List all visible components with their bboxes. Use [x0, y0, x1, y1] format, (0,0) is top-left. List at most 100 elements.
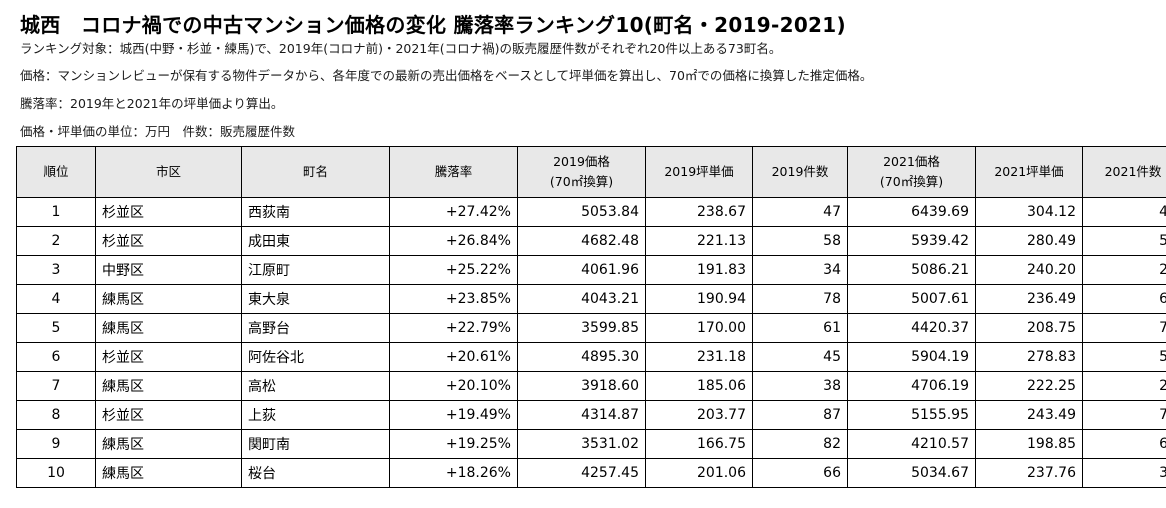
table-row: 4 練馬区 東大泉 +23.85% 4043.21 190.94 78 5007.61 236.… — [16, 284, 1166, 314]
column-header: 市区 — [95, 146, 242, 198]
rank-cell: 3 — [16, 255, 96, 285]
tsubo-2021-cell: 236.49 — [975, 284, 1083, 314]
town-cell: 関町南 — [241, 429, 390, 459]
count-2021-cell: 25 — [1082, 255, 1166, 285]
count-2019-cell: 47 — [752, 197, 848, 227]
count-2019-cell: 87 — [752, 400, 848, 430]
count-2021-cell: 54 — [1082, 342, 1166, 372]
change-rate-cell: +20.61% — [389, 342, 518, 372]
price-2019-cell: 4061.96 — [517, 255, 646, 285]
table-row: 2 杉並区 成田東 +26.84% 4682.48 221.13 58 5939.42 280.… — [16, 226, 1166, 256]
column-header-label: 2019件数 — [771, 164, 829, 179]
change-rate-cell: +23.85% — [389, 284, 518, 314]
tsubo-2021-cell: 222.25 — [975, 371, 1083, 401]
count-2021-cell: 44 — [1082, 197, 1166, 227]
change-rate-cell: +26.84% — [389, 226, 518, 256]
price-2019-cell: 3918.60 — [517, 371, 646, 401]
tsubo-2019-cell: 190.94 — [645, 284, 753, 314]
tsubo-2021-cell: 237.76 — [975, 458, 1083, 488]
count-2019-cell: 34 — [752, 255, 848, 285]
tsubo-2021-cell: 278.83 — [975, 342, 1083, 372]
price-2019-cell: 4314.87 — [517, 400, 646, 430]
table-row: 8 杉並区 上荻 +19.49% 4314.87 203.77 87 5155.95 243.4… — [16, 400, 1166, 430]
price-2021-cell: 5007.61 — [847, 284, 976, 314]
page-title: 城西 コロナ禍での中古マンション価格の変化 騰落率ランキング10(町名・2019… — [20, 13, 846, 37]
change-rate-cell: +19.49% — [389, 400, 518, 430]
price-2019-cell: 5053.84 — [517, 197, 646, 227]
price-2019-cell: 4257.45 — [517, 458, 646, 488]
column-header-label: 町名 — [302, 164, 328, 179]
tsubo-2019-cell: 203.77 — [645, 400, 753, 430]
note-target: ランキング対象：城西(中野・杉並・練馬)で、2019年(コロナ前)・2021年(… — [20, 41, 782, 56]
price-2021-cell: 6439.69 — [847, 197, 976, 227]
tsubo-2019-cell: 231.18 — [645, 342, 753, 372]
tsubo-2019-cell: 238.67 — [645, 197, 753, 227]
column-header: 2019件数 — [752, 146, 848, 198]
rank-cell: 4 — [16, 284, 96, 314]
price-2021-cell: 5086.21 — [847, 255, 976, 285]
ward-cell: 杉並区 — [95, 226, 242, 256]
count-2021-cell: 53 — [1082, 226, 1166, 256]
tsubo-2019-cell: 201.06 — [645, 458, 753, 488]
note-change-rate: 騰落率：2019年と2021年の坪単価より算出。 — [20, 96, 284, 111]
count-2021-cell: 75 — [1082, 400, 1166, 430]
column-header: 2019坪単価 — [645, 146, 753, 198]
count-2019-cell: 45 — [752, 342, 848, 372]
ranking-table: 順位 市区 町名 騰落率 2019価格 (70㎡換算) 2019坪単価 2019件数 2021価… — [16, 146, 1166, 488]
rank-cell: 5 — [16, 313, 96, 343]
town-cell: 高野台 — [241, 313, 390, 343]
town-cell: 成田東 — [241, 226, 390, 256]
column-header-sublabel: (70㎡換算) — [879, 174, 944, 189]
table-row: 10 練馬区 桜台 +18.26% 4257.45 201.06 66 5034.67 237.… — [16, 458, 1166, 488]
table-row: 1 杉並区 西荻南 +27.42% 5053.84 238.67 47 6439.69 304.… — [16, 197, 1166, 227]
column-header: 騰落率 — [389, 146, 518, 198]
tsubo-2019-cell: 166.75 — [645, 429, 753, 459]
rank-cell: 6 — [16, 342, 96, 372]
tsubo-2021-cell: 198.85 — [975, 429, 1083, 459]
ward-cell: 練馬区 — [95, 284, 242, 314]
ward-cell: 中野区 — [95, 255, 242, 285]
column-header-label: 2019価格 — [553, 154, 610, 169]
price-2021-cell: 4706.19 — [847, 371, 976, 401]
town-cell: 阿佐谷北 — [241, 342, 390, 372]
column-header: 順位 — [16, 146, 96, 198]
column-header-label: 2021件数 — [1104, 164, 1162, 179]
table-row: 6 杉並区 阿佐谷北 +20.61% 4895.30 231.18 45 5904.19 278… — [16, 342, 1166, 372]
ward-cell: 練馬区 — [95, 371, 242, 401]
tsubo-2021-cell: 280.49 — [975, 226, 1083, 256]
change-rate-cell: +25.22% — [389, 255, 518, 285]
count-2019-cell: 61 — [752, 313, 848, 343]
tsubo-2019-cell: 185.06 — [645, 371, 753, 401]
table-row: 5 練馬区 高野台 +22.79% 3599.85 170.00 61 4420.37 208.… — [16, 313, 1166, 343]
town-cell: 高松 — [241, 371, 390, 401]
tsubo-2021-cell: 243.49 — [975, 400, 1083, 430]
rank-cell: 8 — [16, 400, 96, 430]
change-rate-cell: +19.25% — [389, 429, 518, 459]
price-2021-cell: 5034.67 — [847, 458, 976, 488]
ward-cell: 杉並区 — [95, 342, 242, 372]
column-header: 2021坪単価 — [975, 146, 1083, 198]
column-header-sublabel: (70㎡換算) — [549, 174, 614, 189]
ward-cell: 杉並区 — [95, 400, 242, 430]
column-header-label: 2021坪単価 — [994, 164, 1064, 179]
column-header-label: 市区 — [155, 164, 181, 179]
count-2021-cell: 66 — [1082, 284, 1166, 314]
table-row: 9 練馬区 関町南 +19.25% 3531.02 166.75 82 4210.57 198.… — [16, 429, 1166, 459]
column-header-label: 騰落率 — [434, 164, 473, 179]
rank-cell: 2 — [16, 226, 96, 256]
price-2021-cell: 4420.37 — [847, 313, 976, 343]
price-2019-cell: 4043.21 — [517, 284, 646, 314]
column-header: 2021件数 — [1082, 146, 1166, 198]
change-rate-cell: +22.79% — [389, 313, 518, 343]
change-rate-cell: +18.26% — [389, 458, 518, 488]
count-2019-cell: 38 — [752, 371, 848, 401]
ward-cell: 杉並区 — [95, 197, 242, 227]
price-2021-cell: 4210.57 — [847, 429, 976, 459]
ward-cell: 練馬区 — [95, 458, 242, 488]
ward-cell: 練馬区 — [95, 313, 242, 343]
town-cell: 上荻 — [241, 400, 390, 430]
price-2019-cell: 3599.85 — [517, 313, 646, 343]
change-rate-cell: +20.10% — [389, 371, 518, 401]
price-2021-cell: 5939.42 — [847, 226, 976, 256]
table-body: 1 杉並区 西荻南 +27.42% 5053.84 238.67 47 6439.69 304.… — [16, 197, 1166, 488]
